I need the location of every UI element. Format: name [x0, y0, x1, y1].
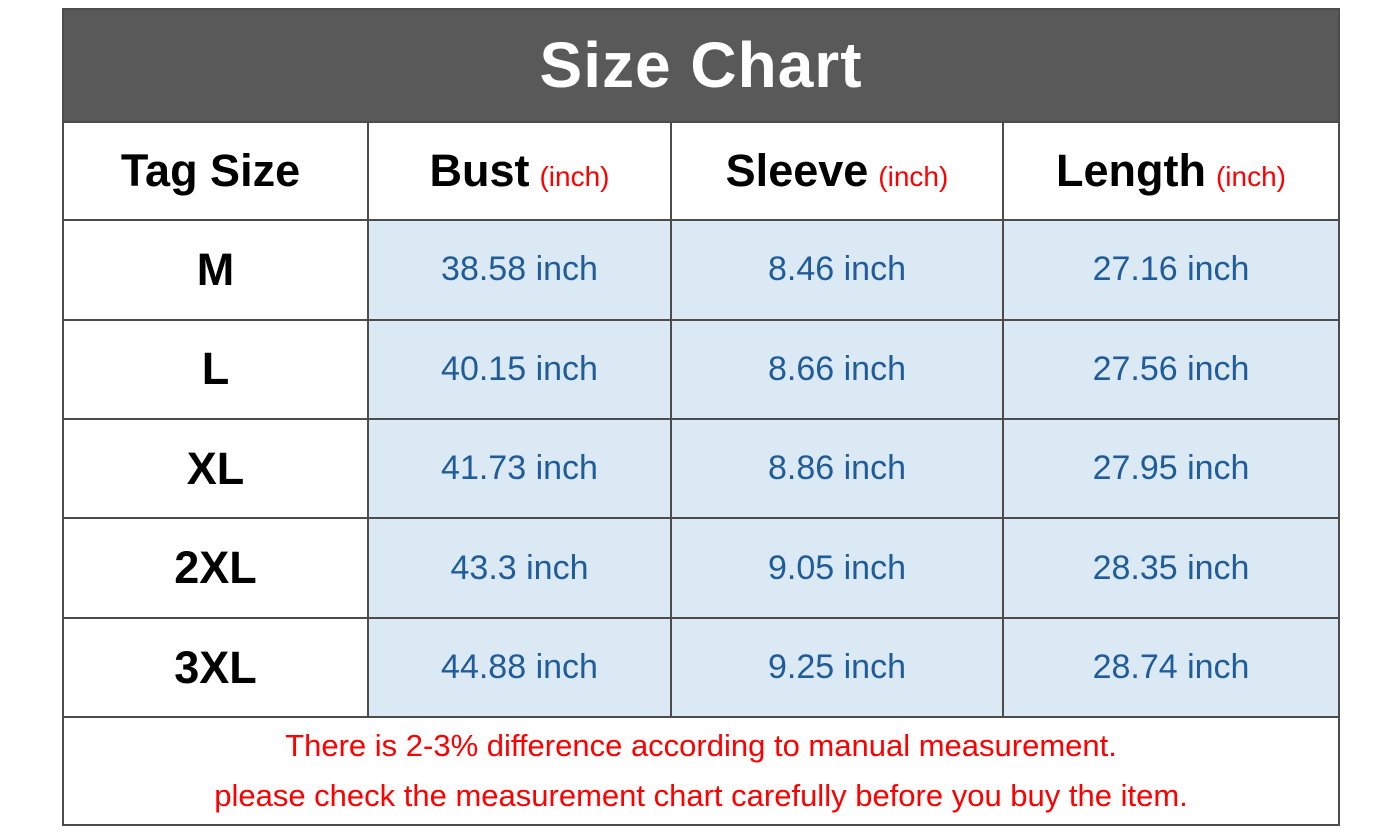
- tag-size-value: M: [62, 219, 369, 321]
- measurement-note-line1: There is 2-3% difference according to ma…: [285, 728, 1117, 763]
- length-value: 28.74 inch: [1001, 616, 1341, 719]
- size-chart: Size Chart Tag Size Bust (inch) Sleeve (in…: [61, 8, 1341, 826]
- table-row-2xl: 2XL 43.3 inch 9.05 inch 28.35 inch: [62, 517, 1341, 619]
- column-header-sleeve: Sleeve (inch): [670, 120, 1004, 222]
- page-title: Size Chart: [539, 29, 863, 102]
- tag-size-value: XL: [62, 417, 369, 520]
- column-label: Tag Size: [120, 144, 301, 196]
- sleeve-value: 8.46 inch: [670, 219, 1004, 321]
- table-row-xl: XL 41.73 inch 8.86 inch 27.95 inch: [62, 417, 1341, 520]
- column-label: Sleeve: [725, 144, 869, 196]
- size-chart-table: Size Chart Tag Size Bust (inch) Sleeve (in…: [61, 8, 1341, 826]
- length-value: 27.56 inch: [1001, 318, 1341, 420]
- column-header-tag-size: Tag Size: [62, 120, 369, 222]
- column-label: Length: [1056, 144, 1206, 196]
- column-header-length: Length (inch): [1001, 120, 1341, 222]
- length-value: 27.16 inch: [1001, 219, 1341, 321]
- length-value: 27.95 inch: [1001, 417, 1341, 520]
- sleeve-value: 9.25 inch: [670, 616, 1004, 719]
- bust-value: 44.88 inch: [367, 616, 672, 719]
- column-unit: (inch): [878, 160, 949, 192]
- bust-value: 43.3 inch: [367, 517, 672, 619]
- table-row-l: L 40.15 inch 8.66 inch 27.56 inch: [62, 318, 1341, 420]
- tag-size-value: L: [62, 318, 369, 420]
- sleeve-value: 8.86 inch: [670, 417, 1004, 520]
- column-unit: (inch): [1215, 160, 1286, 192]
- measurement-note: There is 2-3% difference according to ma…: [61, 716, 1341, 826]
- measurement-note-line2: please check the measurement chart caref…: [214, 778, 1188, 814]
- tag-size-value: 3XL: [62, 616, 369, 719]
- title-band: Size Chart: [61, 8, 1341, 123]
- table-row-m: M 38.58 inch 8.46 inch 27.16 inch: [62, 219, 1341, 321]
- tag-size-value: 2XL: [62, 517, 369, 619]
- sleeve-value: 9.05 inch: [670, 517, 1004, 619]
- table-row-3xl: 3XL 44.88 inch 9.25 inch 28.74 inch: [62, 616, 1341, 719]
- sleeve-value: 8.66 inch: [670, 318, 1004, 420]
- bust-value: 40.15 inch: [367, 318, 672, 420]
- column-label: Bust: [429, 144, 530, 196]
- header-row: Tag Size Bust (inch) Sleeve (inch) Length (…: [62, 120, 1341, 222]
- bust-value: 38.58 inch: [367, 219, 672, 321]
- bust-value: 41.73 inch: [367, 417, 672, 520]
- column-header-bust: Bust (inch): [367, 120, 672, 222]
- length-value: 28.35 inch: [1001, 517, 1341, 619]
- column-unit: (inch): [539, 160, 610, 192]
